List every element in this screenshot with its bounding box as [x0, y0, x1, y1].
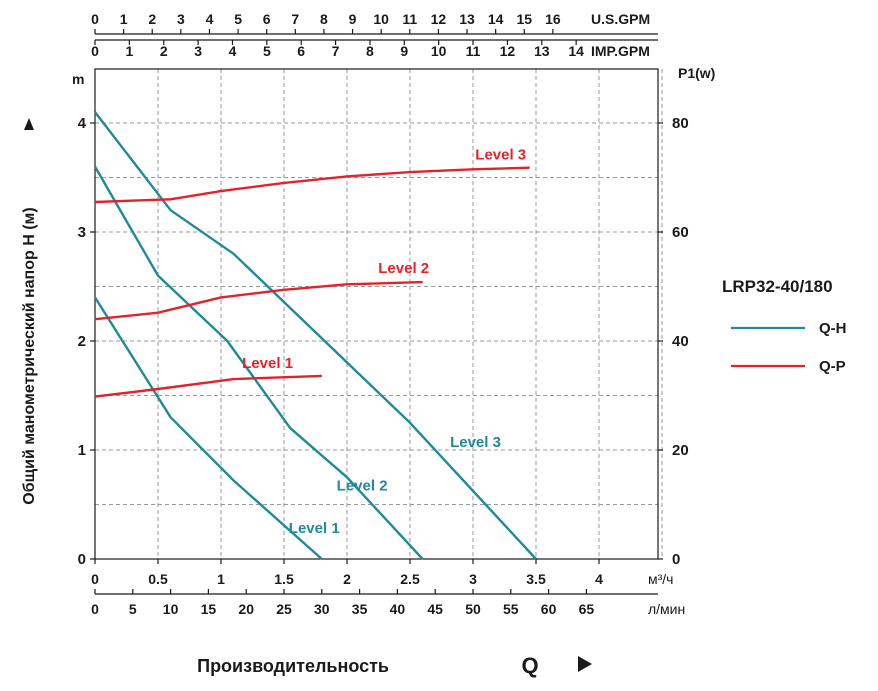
qp-curve-level-2 — [94, 280, 423, 321]
y-tick-label: 2 — [78, 333, 86, 350]
secondary-axis-tick-label: 13 — [459, 11, 475, 27]
y-tick-label: 1 — [78, 442, 86, 459]
y-axis-arrow-icon — [24, 118, 34, 130]
secondary-axis-tick-label: 5 — [263, 43, 271, 59]
secondary-axis-tick-label: 10 — [431, 43, 447, 59]
x-axis-symbol: Q — [521, 653, 538, 678]
x-tick-label: 0.5 — [148, 571, 168, 587]
tick-marks — [90, 29, 663, 594]
secondary-axis-tick-label: 65 — [579, 601, 595, 617]
secondary-axis-tick-label: 2 — [148, 11, 156, 27]
y-tick-label: 0 — [78, 551, 86, 568]
legend-qh-label: Q-H — [819, 320, 847, 337]
y2-tick-label: 0 — [672, 551, 680, 568]
qp-annotation-level-1: Level 1 — [242, 355, 293, 372]
secondary-axis-tick-label: 40 — [390, 601, 406, 617]
y2-tick-label: 80 — [672, 115, 689, 132]
secondary-axis-tick-label: 5 — [129, 601, 137, 617]
secondary-axis-tick-label: 4 — [206, 11, 214, 27]
secondary-axis-tick-label: 5 — [234, 11, 242, 27]
x-unit-label: м³/ч — [648, 571, 673, 587]
secondary-axis-tick-label: 12 — [431, 11, 447, 27]
secondary-axis-tick-label: 8 — [320, 11, 328, 27]
qh-annotation-level-3: Level 3 — [450, 434, 501, 451]
secondary-axis-tick-label: 3 — [194, 43, 202, 59]
legend-qp-label: Q-P — [819, 358, 846, 375]
y-unit-label: m — [72, 71, 84, 87]
y2-tick-label: 40 — [672, 333, 689, 350]
impgpm-unit-label: IMP.GPM — [591, 43, 650, 59]
secondary-axis-tick-label: 15 — [516, 11, 532, 27]
secondary-axis-tick-label: 11 — [402, 11, 417, 27]
secondary-axis-tick-label: 1 — [120, 11, 128, 27]
qp-curve-level-1 — [94, 374, 322, 398]
x-tick-label: 0 — [91, 571, 99, 587]
secondary-axis-tick-label: 25 — [276, 601, 292, 617]
usgpm-unit-label: U.S.GPM — [591, 11, 650, 27]
secondary-axis-tick-label: 45 — [427, 601, 443, 617]
y-axis-title: Общий манометрический напор H (м) — [21, 207, 38, 504]
grid-lines — [95, 69, 663, 559]
secondary-axis-tick-label: 14 — [568, 43, 584, 59]
secondary-axis-tick-label: 0 — [91, 11, 99, 27]
secondary-axis-tick-label: 2 — [160, 43, 168, 59]
secondary-axis-tick-label: 9 — [400, 43, 408, 59]
qp-curve-level-3 — [94, 166, 530, 204]
secondary-axis-tick-label: 1 — [125, 43, 133, 59]
secondary-axis-tick-label: 12 — [500, 43, 516, 59]
secondary-axis-tick-label: 7 — [332, 43, 340, 59]
x-tick-label: 1 — [217, 571, 225, 587]
plot-frame — [94, 68, 659, 560]
secondary-axis-tick-label: 7 — [291, 11, 299, 27]
secondary-axis-tick-label: 9 — [349, 11, 357, 27]
x-tick-label: 4 — [595, 571, 603, 587]
x-tick-label: 2 — [343, 571, 351, 587]
secondary-axis-tick-label: 20 — [238, 601, 254, 617]
secondary-axis-tick-label: 10 — [373, 11, 389, 27]
secondary-axis-tick-label: 15 — [201, 601, 217, 617]
y-tick-label: 3 — [78, 224, 86, 241]
qh-annotation-level-1: Level 1 — [289, 520, 340, 537]
x-axis-arrow-icon — [578, 656, 592, 672]
secondary-axis-tick-label: 13 — [534, 43, 550, 59]
secondary-axis-tick-label: 55 — [503, 601, 519, 617]
qp-annotation-level-3: Level 3 — [475, 147, 526, 164]
secondary-axis-tick-label: 4 — [229, 43, 237, 59]
x-axis-title: Производительность — [197, 656, 389, 676]
series-annotations: Level 3 Level 2 Level 1 Level 3 Level 2 Level… — [242, 147, 526, 537]
y2-tick-label: 60 — [672, 224, 689, 241]
x-tick-label: 1.5 — [274, 571, 294, 587]
qh-curve-level-3 — [94, 111, 537, 560]
x-tick-label: 3 — [469, 571, 477, 587]
legend-model-title: LRP32-40/180 — [722, 277, 833, 296]
secondary-axis-tick-label: 30 — [314, 601, 330, 617]
qh-curve-level-2 — [93, 165, 424, 560]
y2-axis-label: P1(w) — [678, 65, 715, 81]
x-tick-label: 2.5 — [400, 571, 420, 587]
secondary-axis-tick-label: 3 — [177, 11, 185, 27]
y2-tick-label: 20 — [672, 442, 689, 459]
secondary-axis-tick-label: 0 — [91, 43, 99, 59]
qp-annotation-level-2: Level 2 — [378, 260, 429, 277]
secondary-axis-tick-label: 35 — [352, 601, 368, 617]
secondary-axis-tick-label: 0 — [91, 601, 99, 617]
y-tick-label: 4 — [78, 115, 87, 132]
svg-text:Общий манометрический напор H: Общий манометрический напор H (м) — [21, 207, 38, 504]
secondary-axis-tick-label: 14 — [488, 11, 504, 27]
secondary-axis-tick-label: 8 — [366, 43, 374, 59]
secondary-axis-tick-label: 11 — [466, 43, 481, 59]
secondary-axis-tick-label: 50 — [465, 601, 481, 617]
secondary-axis-tick-label: 6 — [297, 43, 305, 59]
qh-annotation-level-2: Level 2 — [337, 477, 388, 494]
secondary-axis-tick-label: 60 — [541, 601, 557, 617]
qh-curve-level-1 — [93, 296, 323, 560]
secondary-axis-tick-label: 10 — [163, 601, 179, 617]
secondary-axis-tick-label: 16 — [545, 11, 561, 27]
lmin-unit-label: л/мин — [648, 601, 685, 617]
x-tick-label: 3.5 — [526, 571, 546, 587]
series-lines — [93, 111, 537, 560]
secondary-axis-tick-label: 6 — [263, 11, 271, 27]
